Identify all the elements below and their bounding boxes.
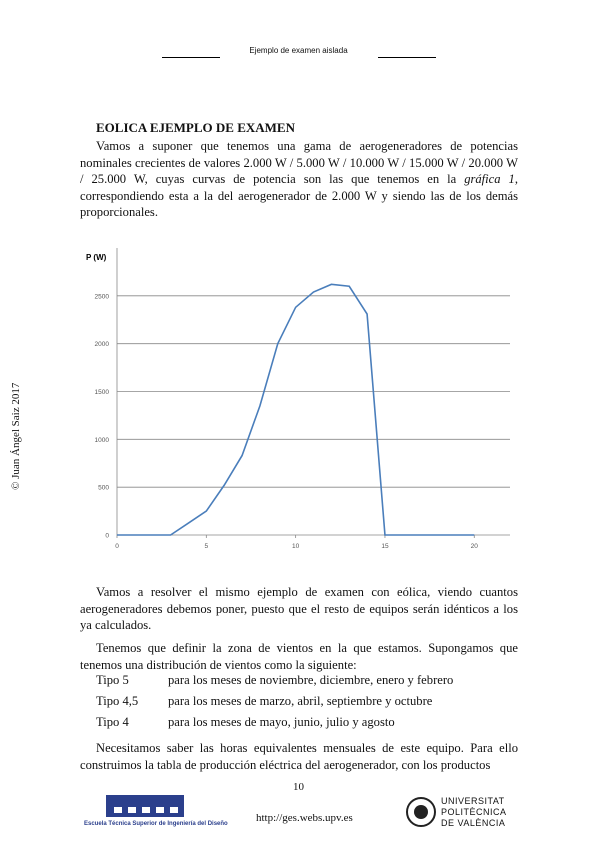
list-type: Tipo 4,5: [96, 694, 139, 708]
y-tick-label: 1000: [95, 437, 110, 444]
line-series: [117, 283, 475, 536]
university-line: DE VALÈNCIA: [441, 818, 506, 828]
paragraph: Vamos a suponer que tenemos una gama de …: [80, 138, 518, 221]
header-rule: [378, 57, 436, 58]
y-axis-label: P (W): [86, 253, 107, 262]
x-tick-label: 10: [292, 543, 300, 550]
university-logo: [406, 797, 436, 827]
paragraph: Tenemos que definir la zona de vientos e…: [80, 641, 518, 672]
x-tick-label: 0: [115, 543, 119, 550]
paragraph: Necesitamos saber las horas equivalentes…: [80, 741, 518, 772]
list-text: para los meses de marzo, abril, septiemb…: [168, 694, 433, 708]
list-item: Tipo 5 para los meses de noviembre, dicie…: [96, 673, 453, 694]
list-item: Tipo 4,5 para los meses de marzo, abril, …: [96, 694, 453, 715]
y-tick-label: 0: [105, 533, 109, 540]
url[interactable]: http://ges.webs.upv.es: [256, 812, 353, 824]
university-line: POLITÈCNICA: [441, 807, 507, 817]
y-tick-label: 1500: [95, 389, 110, 396]
school-name: Escuela Técnica Superior de Ingeniería d…: [84, 821, 228, 827]
x-tick-label: 15: [381, 543, 389, 550]
paragraph: Vamos a resolver el mismo ejemplo de exa…: [80, 585, 518, 633]
y-tick-label: 500: [98, 485, 109, 492]
header-title: Ejemplo de examen aislada: [249, 46, 348, 55]
list-text: para los meses de mayo, junio, julio y a…: [168, 715, 395, 729]
list-type: Tipo 5: [96, 673, 129, 687]
y-tick-label: 2000: [95, 341, 110, 348]
page-number: 10: [293, 781, 304, 793]
section-title: EOLICA EJEMPLO DE EXAMEN: [96, 120, 295, 135]
header-rule: [162, 57, 220, 58]
watermark-text: © Juan Ángel Saiz 2017: [10, 382, 22, 490]
list: Tipo 5 para los meses de noviembre, dicie…: [96, 673, 453, 736]
x-tick-label: 20: [471, 543, 479, 550]
list-item: Tipo 4 para los meses de mayo, junio, jul…: [96, 715, 453, 736]
school-logo: [106, 795, 184, 817]
x-tick-label: 5: [205, 543, 209, 550]
list-text: para los meses de noviembre, diciembre, …: [168, 673, 454, 687]
university-name: UNIVERSITAT POLITÈCNICA DE VALÈNCIA: [441, 796, 507, 829]
list-type: Tipo 4: [96, 715, 129, 729]
university-line: UNIVERSITAT: [441, 796, 505, 806]
text: Vamos a suponer que tenemos una gama de …: [80, 139, 518, 187]
emphasis: gráfica 1: [464, 172, 515, 187]
text: , correspondiendo esta a la del aerogene…: [80, 172, 518, 220]
y-tick-label: 2500: [95, 293, 110, 300]
chart: P (W) 0 500 1000 1500 2000 2500 0 5 10 15 20: [86, 248, 510, 550]
